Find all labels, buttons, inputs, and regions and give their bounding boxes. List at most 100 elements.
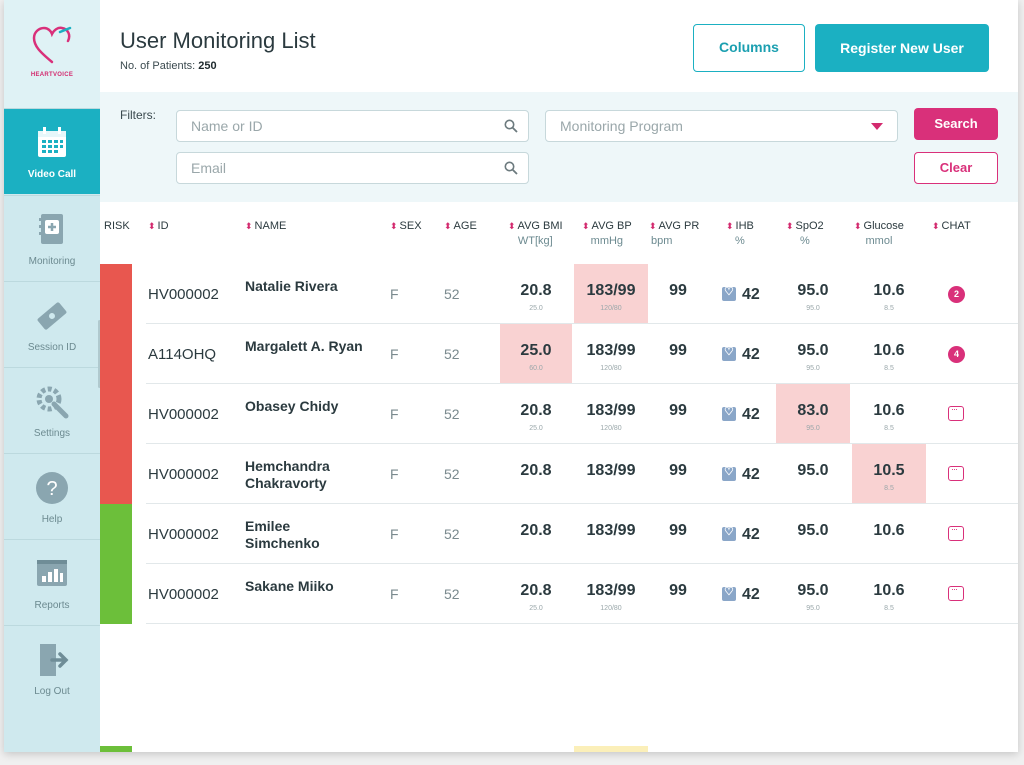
chat-icon[interactable] bbox=[948, 464, 964, 481]
patient-id: A114OHQ bbox=[148, 346, 217, 363]
avg-pr-cell: 99 bbox=[669, 402, 687, 419]
sidebar-item-monitoring[interactable]: Monitoring bbox=[4, 195, 100, 281]
chat-icon[interactable] bbox=[948, 404, 964, 421]
header-name[interactable]: ⬍ NAME bbox=[245, 220, 287, 232]
patient-count: No. of Patients: 250 bbox=[120, 60, 217, 72]
header-glucose[interactable]: ⬍ Glucose mmol bbox=[854, 220, 904, 247]
avg-bp-cell: 183/99 120/80 bbox=[574, 264, 648, 324]
next-row-bp-highlight bbox=[574, 746, 648, 752]
sidebar-item-log-out[interactable]: Log Out bbox=[4, 625, 100, 711]
logo: HEARTVOICE bbox=[4, 0, 100, 108]
row-divider bbox=[146, 383, 1018, 384]
sidebar-item-settings[interactable]: Settings bbox=[4, 367, 100, 453]
table-row[interactable]: HV000002 Emilee Simchenko F 52 20.8 183/… bbox=[100, 504, 1018, 564]
row-divider bbox=[146, 623, 1018, 624]
risk-indicator bbox=[100, 324, 132, 384]
header-avg-pr[interactable]: ⬍ AVG PR bpm bbox=[649, 220, 700, 247]
avg-bp-cell: 183/99 120/80 bbox=[586, 342, 636, 372]
patient-name[interactable]: Obasey Chidy bbox=[245, 398, 339, 414]
email-input[interactable]: Email bbox=[176, 152, 529, 184]
patient-name[interactable]: Natalie Rivera bbox=[245, 278, 338, 294]
ihb-cell: 42 bbox=[722, 405, 760, 424]
heartbeat-icon bbox=[722, 525, 736, 541]
header-avg-bp[interactable]: ⬍ AVG BP mmHg bbox=[582, 220, 632, 247]
risk-indicator bbox=[100, 564, 132, 624]
header-id[interactable]: ⬍ ID bbox=[148, 220, 169, 232]
header-chat[interactable]: ⬍ CHAT bbox=[932, 220, 971, 232]
name-or-id-input[interactable]: Name or ID bbox=[176, 110, 529, 142]
table-row[interactable]: HV000002 Obasey Chidy F 52 20.8 25.0 183/… bbox=[100, 384, 1018, 444]
header-avg-bmi[interactable]: ⬍ AVG BMI WT[kg] bbox=[508, 220, 563, 247]
patient-name[interactable]: Margalett A. Ryan bbox=[245, 338, 363, 354]
glucose-cell: 10.6 8.5 bbox=[873, 282, 905, 312]
risk-indicator bbox=[100, 264, 132, 324]
calendar-icon bbox=[38, 127, 66, 157]
header-risk: RISK bbox=[104, 220, 130, 232]
register-new-user-button[interactable]: Register New User bbox=[815, 24, 989, 72]
header-ihb[interactable]: ⬍ IHB% bbox=[726, 220, 754, 247]
patient-id: HV000002 bbox=[148, 586, 219, 603]
heartbeat-icon bbox=[722, 285, 736, 301]
risk-indicator bbox=[100, 444, 132, 504]
monitoring-program-select[interactable]: Monitoring Program bbox=[545, 110, 898, 142]
glucose-cell: 10.6 8.5 bbox=[873, 402, 905, 432]
dropdown-caret-icon bbox=[871, 123, 883, 130]
spo2-cell: 95.0 95.0 bbox=[797, 582, 829, 612]
sort-icon: ⬍ bbox=[726, 221, 734, 231]
sidebar-item-help[interactable]: ? Help bbox=[4, 453, 100, 539]
avg-bmi-cell: 20.8 bbox=[520, 462, 552, 479]
logout-icon bbox=[40, 644, 69, 676]
patient-name[interactable]: Hemchandra Chakravorty bbox=[245, 458, 330, 491]
header-age[interactable]: ⬍ AGE bbox=[444, 220, 477, 232]
chat-badge[interactable]: 4 bbox=[948, 346, 965, 363]
chat-badge[interactable]: 2 bbox=[948, 286, 965, 303]
name-or-id-placeholder: Name or ID bbox=[191, 118, 263, 134]
patient-id: HV000002 bbox=[148, 526, 219, 543]
patient-count-value: 250 bbox=[198, 60, 217, 72]
avg-bp-cell: 183/99 bbox=[586, 462, 636, 479]
header-unit: bpm bbox=[651, 235, 673, 247]
chat-icon[interactable] bbox=[948, 524, 964, 541]
avg-pr-cell: 99 bbox=[669, 582, 687, 599]
search-button[interactable]: Search bbox=[914, 108, 998, 140]
ihb-cell: 42 bbox=[722, 525, 760, 544]
columns-button[interactable]: Columns bbox=[693, 24, 805, 72]
glucose-cell: 10.6 8.5 bbox=[873, 582, 905, 612]
avg-bmi-cell: 20.8 25.0 bbox=[520, 402, 552, 432]
patient-table: RISK ⬍ ID ⬍ NAME ⬍ SEX ⬍ AGE ⬍ AVG BMI WT[kg] … bbox=[100, 202, 1018, 752]
spo2-cell: 95.0 95.0 bbox=[797, 342, 829, 372]
sidebar-item-label: Settings bbox=[33, 428, 71, 439]
table-row[interactable]: A114OHQ Margalett A. Ryan F 52 25.0 60.0 … bbox=[100, 324, 1018, 384]
patient-sex: F bbox=[390, 466, 399, 482]
table-row[interactable]: HV000002 Natalie Rivera F 52 20.8 25.0 18… bbox=[100, 264, 1018, 324]
app-window: HEARTVOICE Video Call Monitoring bbox=[4, 0, 1018, 752]
chat-icon[interactable] bbox=[948, 584, 964, 601]
clear-button[interactable]: Clear bbox=[914, 152, 998, 184]
header-sex[interactable]: ⬍ SEX bbox=[390, 220, 422, 232]
table-row[interactable]: HV000002 Hemchandra Chakravorty F 52 20.… bbox=[100, 444, 1018, 504]
ticket-icon bbox=[37, 302, 67, 330]
sidebar-item-session-id[interactable]: Session ID bbox=[4, 281, 100, 367]
header-spo2[interactable]: ⬍ SpO2% bbox=[786, 220, 824, 247]
header-unit: mmol bbox=[865, 235, 893, 247]
sidebar-scroll-handle[interactable] bbox=[98, 320, 101, 388]
sidebar-item-video-call[interactable]: Video Call bbox=[4, 108, 100, 194]
ihb-cell: 42 bbox=[722, 345, 760, 364]
monitoring-program-placeholder: Monitoring Program bbox=[560, 118, 683, 134]
page-title: User Monitoring List bbox=[120, 28, 316, 53]
table-row[interactable]: HV000002 Sakane Miiko F 52 20.8 25.0 183/… bbox=[100, 564, 1018, 624]
avg-bmi-cell: 20.8 bbox=[520, 522, 552, 539]
spo2-cell: 95.0 95.0 bbox=[797, 282, 829, 312]
avg-bmi-cell: 20.8 25.0 bbox=[520, 282, 552, 312]
sort-icon: ⬍ bbox=[245, 221, 253, 231]
patient-id: HV000002 bbox=[148, 466, 219, 483]
help-icon: ? bbox=[36, 472, 68, 504]
row-divider bbox=[146, 323, 1018, 324]
patient-age: 52 bbox=[444, 346, 460, 362]
patient-age: 52 bbox=[444, 466, 460, 482]
avg-pr-cell: 99 bbox=[669, 522, 687, 539]
heartbeat-icon bbox=[722, 345, 736, 361]
patient-name[interactable]: Emilee Simchenko bbox=[245, 518, 320, 551]
sidebar-item-reports[interactable]: Reports bbox=[4, 539, 100, 625]
patient-name[interactable]: Sakane Miiko bbox=[245, 578, 334, 594]
